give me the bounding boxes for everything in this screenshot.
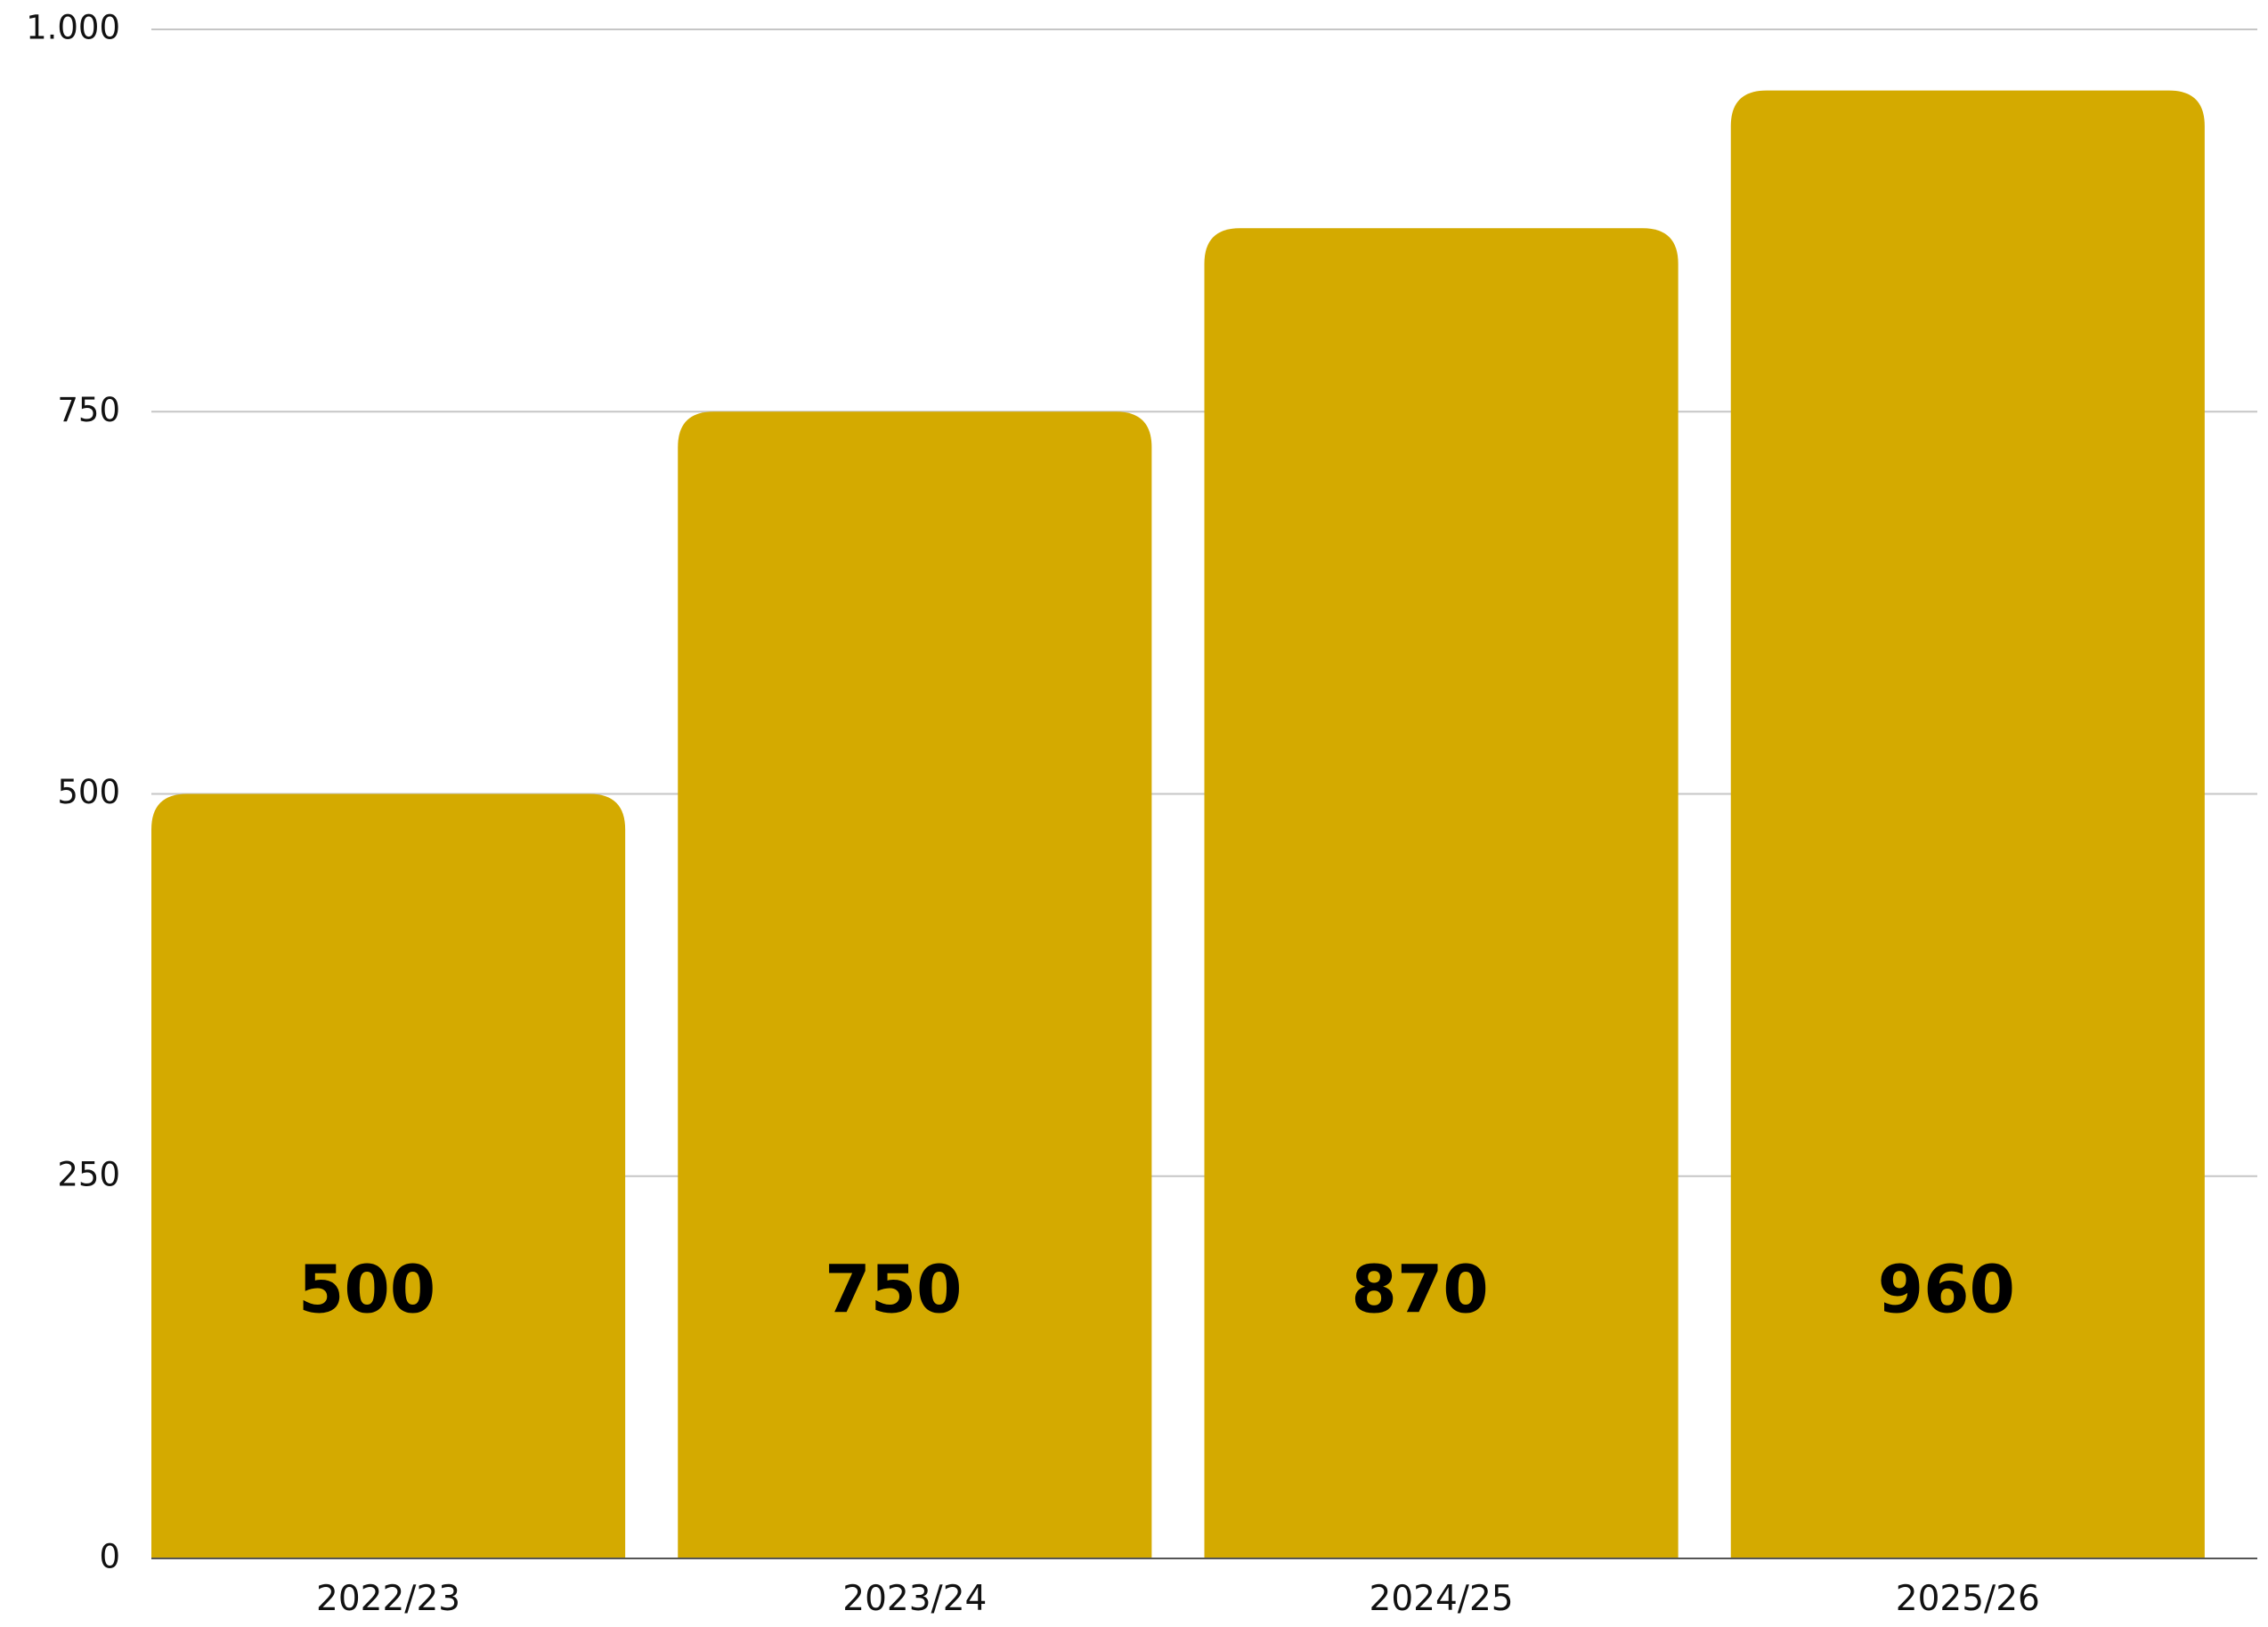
y-tick-label: 750 [57, 391, 120, 429]
bar-2025-26 [1730, 90, 2205, 1558]
x-tick-label: 2023/24 [842, 1579, 987, 1619]
bar-2023-24 [678, 411, 1152, 1558]
bar-2022-23 [151, 793, 626, 1558]
label-layer: 500 750 870 960 [298, 1252, 2015, 1329]
y-tick-label: 250 [57, 1155, 120, 1193]
x-tick-label: 2025/26 [1896, 1579, 2040, 1619]
axis-layer: 0 250 500 750 1.000 2022/23 2023/24 2024/25 2025… [26, 9, 2257, 1619]
y-tick-label: 0 [99, 1538, 120, 1576]
bar-layer [151, 90, 2205, 1559]
x-tick-label: 2022/23 [316, 1579, 460, 1619]
y-tick-label: 1.000 [26, 9, 120, 47]
x-tick-label: 2024/25 [1370, 1579, 1514, 1619]
bar-value-label: 500 [298, 1252, 435, 1329]
y-tick-label: 500 [57, 773, 120, 811]
bar-value-label: 960 [1878, 1252, 2015, 1329]
bar-value-label: 870 [1351, 1252, 1488, 1329]
bar-value-label: 750 [825, 1252, 962, 1329]
bar-2024-25 [1204, 228, 1679, 1559]
